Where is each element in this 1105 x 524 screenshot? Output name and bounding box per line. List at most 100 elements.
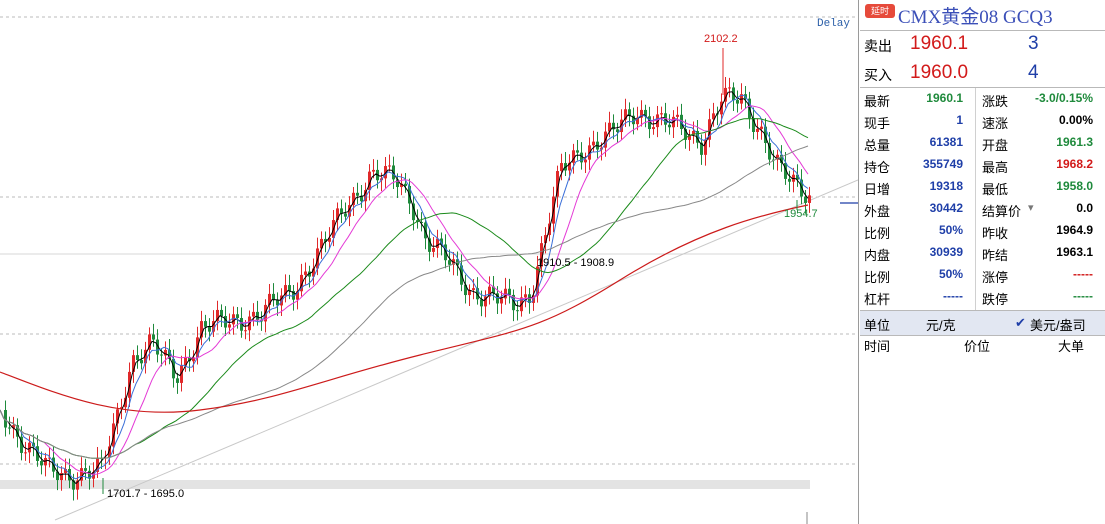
quote-value: ----- (1073, 289, 1093, 303)
candle-body (504, 288, 507, 299)
candle-body (340, 208, 343, 214)
candle-body (136, 355, 139, 361)
candle-body (76, 480, 79, 490)
candle-body (764, 126, 767, 143)
candle-body (480, 299, 483, 307)
quote-value: 30939 (929, 245, 963, 259)
candle-body (296, 291, 299, 300)
quote-label: 总量 (864, 138, 891, 153)
candle-body (412, 203, 415, 221)
quote-value: 1 (956, 113, 963, 127)
candle-body (88, 470, 91, 479)
candle-body (232, 314, 235, 325)
candle-body (364, 190, 367, 202)
candle-body (728, 87, 731, 89)
candle-body (12, 425, 15, 429)
quote-row: 现手 1 速涨 0.00% (860, 110, 1105, 132)
candle-body (784, 162, 787, 179)
candle-body (216, 309, 219, 322)
dropdown-arrow-icon[interactable]: ▾ (1028, 202, 1034, 214)
candle-body (144, 349, 147, 364)
unit-usd-option[interactable]: 美元/盎司 (1030, 318, 1086, 333)
candle-body (168, 349, 171, 359)
candle-body (440, 238, 443, 245)
candle-body (560, 163, 563, 172)
candle-body (500, 298, 503, 304)
candle-body (632, 115, 635, 125)
candle-body (720, 101, 723, 115)
candle-body (204, 321, 207, 327)
quote-row: 比例 50% 涨停 ----- (860, 264, 1105, 286)
candle-body (356, 192, 359, 196)
candle-body (8, 427, 11, 429)
candle-body (592, 141, 595, 146)
ask-row: 卖出 1960.1 3 (860, 30, 1105, 58)
trend-line (54, 179, 858, 521)
bid-label: 买入 (864, 67, 892, 83)
candle-body (288, 285, 291, 291)
quote-label: 昨收 (982, 226, 1009, 241)
candle-body (4, 410, 7, 428)
candle-body (628, 109, 631, 116)
quote-value: 50% (938, 267, 963, 281)
candle-body (808, 195, 811, 203)
candle-body (384, 166, 387, 179)
candle-body (24, 452, 27, 454)
quote-row: 外盘 30442 结算价 0.0 ▾ (860, 198, 1105, 220)
kline-chart[interactable]: Delay 2102.2 1701.7 - 1695.0 1910.5 - 19… (0, 0, 859, 524)
candle-body (420, 222, 423, 224)
bid-row: 买入 1960.0 4 (860, 59, 1105, 87)
quote-label: 比例 (864, 226, 891, 241)
unit-row: 单位 元/克 ✔ 美元/盎司 (860, 310, 1105, 336)
candle-body (164, 349, 167, 356)
bid-volume: 4 (1028, 62, 1039, 83)
quote-row: 内盘 30939 昨结 1963.1 (860, 242, 1105, 264)
candle-body (372, 169, 375, 172)
quote-value: 1958.0 (1056, 179, 1093, 193)
candle-body (20, 436, 23, 453)
candle-body (708, 119, 711, 140)
candle-body (636, 117, 639, 125)
candle-body (688, 134, 691, 140)
candle-body (324, 238, 327, 242)
candle-body (28, 442, 31, 453)
kline-svg[interactable] (0, 0, 858, 524)
candle-body (524, 294, 527, 298)
candle-body (580, 152, 583, 163)
candle-body (704, 139, 707, 155)
quote-label: 速涨 (982, 116, 1009, 131)
quote-label: 内盘 (864, 248, 891, 263)
candle-body (540, 243, 543, 267)
quote-value: 1961.3 (1056, 135, 1093, 149)
candle-body (236, 314, 239, 319)
quote-label: 杠杆 (864, 292, 891, 307)
candle-body (180, 365, 183, 383)
candle-body (488, 286, 491, 297)
check-icon: ✔ (1015, 315, 1026, 330)
gap-band (0, 480, 810, 489)
unit-yuan-option[interactable]: 元/克 (926, 318, 956, 333)
quote-value: 50% (938, 223, 963, 237)
candle-body (352, 192, 355, 206)
quote-value: 1960.1 (926, 91, 963, 105)
candle-body (576, 150, 579, 153)
candle-body (568, 162, 571, 171)
candle-body (272, 293, 275, 300)
candle-body (448, 260, 451, 265)
quote-value: 355749 (922, 157, 963, 171)
candle-body (160, 354, 163, 356)
candle-body (648, 116, 651, 130)
delay-badge: 延时 (865, 4, 895, 18)
candle-body (700, 142, 703, 155)
candle-body (660, 113, 663, 115)
quote-panel: 延时 CMX黄金08 GCQ3 卖出 1960.1 3 买入 1960.0 4 … (860, 0, 1105, 524)
candle-body (468, 289, 471, 296)
high-annotation: 2102.2 (704, 33, 738, 45)
candle-body (184, 356, 187, 366)
quote-row: 总量 61381 开盘 1961.3 (860, 132, 1105, 154)
candle-body (256, 311, 259, 321)
candle-body (584, 159, 587, 163)
ma10-line (0, 94, 809, 480)
candle-body (556, 171, 559, 197)
candle-body (120, 407, 123, 410)
